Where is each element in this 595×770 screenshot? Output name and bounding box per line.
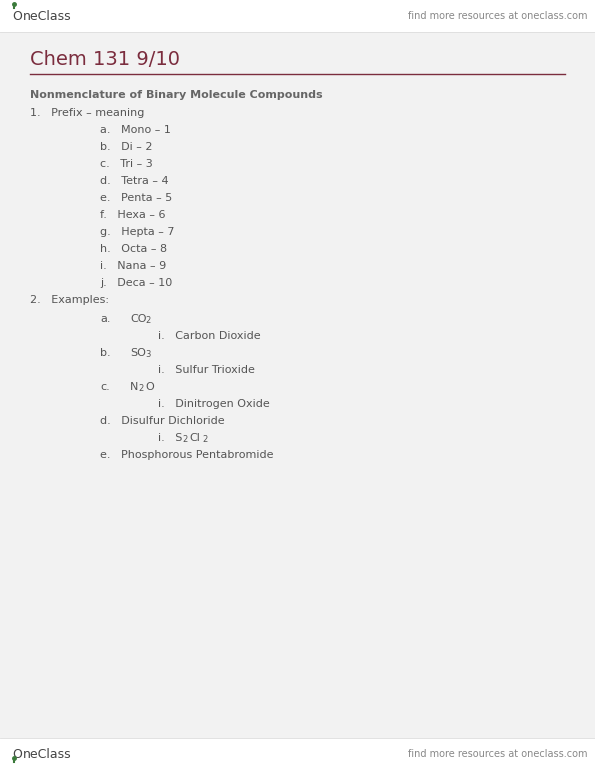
Text: d.   Disulfur Dichloride: d. Disulfur Dichloride — [100, 416, 225, 426]
Text: 2: 2 — [138, 384, 143, 393]
Text: 3: 3 — [145, 350, 151, 359]
Text: d.   Tetra – 4: d. Tetra – 4 — [100, 176, 168, 186]
Text: h.   Octa – 8: h. Octa – 8 — [100, 244, 167, 254]
Text: i.   Dinitrogen Oxide: i. Dinitrogen Oxide — [158, 399, 270, 409]
Text: SO: SO — [130, 348, 146, 358]
Text: b.   Di – 2: b. Di – 2 — [100, 142, 152, 152]
Text: e.   Penta – 5: e. Penta – 5 — [100, 193, 172, 203]
Text: N: N — [130, 382, 139, 392]
Text: a.: a. — [100, 314, 111, 324]
Text: i.   Nana – 9: i. Nana – 9 — [100, 261, 166, 271]
Bar — [0, 738, 595, 770]
Text: Nonmenclature of Binary Molecule Compounds: Nonmenclature of Binary Molecule Compoun… — [30, 90, 322, 100]
Text: e.   Phosphorous Pentabromide: e. Phosphorous Pentabromide — [100, 450, 274, 460]
Text: O: O — [12, 9, 22, 22]
Text: 2: 2 — [145, 316, 151, 325]
Text: 2: 2 — [182, 435, 187, 444]
Text: find more resources at oneclass.com: find more resources at oneclass.com — [408, 11, 587, 21]
Text: j.   Deca – 10: j. Deca – 10 — [100, 278, 172, 288]
Text: 1.   Prefix – meaning: 1. Prefix – meaning — [30, 108, 145, 118]
Text: i.   Carbon Dioxide: i. Carbon Dioxide — [158, 331, 261, 341]
Bar — [0, 0, 595, 32]
Text: f.   Hexa – 6: f. Hexa – 6 — [100, 210, 165, 220]
Text: i.   S: i. S — [158, 433, 183, 443]
Text: neClass: neClass — [23, 9, 71, 22]
Text: CO: CO — [130, 314, 146, 324]
Text: 2.   Examples:: 2. Examples: — [30, 295, 109, 305]
Text: Cl: Cl — [189, 433, 200, 443]
Text: O: O — [145, 382, 154, 392]
Text: b.: b. — [100, 348, 111, 358]
Text: neClass: neClass — [23, 748, 71, 761]
Text: O: O — [12, 748, 22, 761]
Text: Chem 131 9/10: Chem 131 9/10 — [30, 50, 180, 69]
Text: i.   Sulfur Trioxide: i. Sulfur Trioxide — [158, 365, 255, 375]
Text: 2: 2 — [202, 435, 207, 444]
Text: a.   Mono – 1: a. Mono – 1 — [100, 125, 171, 135]
Text: c.   Tri – 3: c. Tri – 3 — [100, 159, 153, 169]
Text: find more resources at oneclass.com: find more resources at oneclass.com — [408, 749, 587, 759]
Text: g.   Hepta – 7: g. Hepta – 7 — [100, 227, 174, 237]
Text: c.: c. — [100, 382, 109, 392]
